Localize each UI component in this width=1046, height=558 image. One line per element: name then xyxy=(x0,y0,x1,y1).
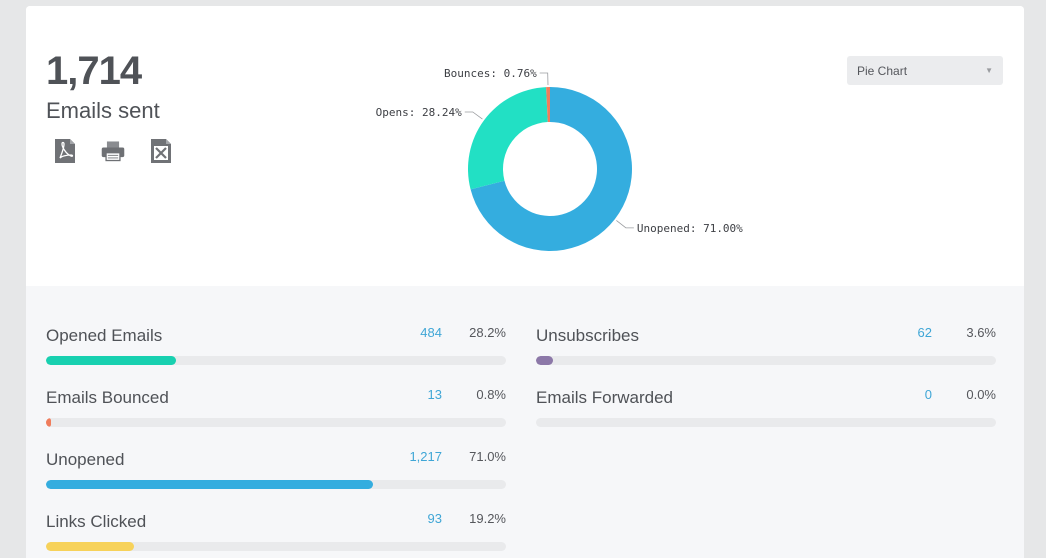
print-icon[interactable] xyxy=(100,138,126,164)
progress-fill xyxy=(46,356,176,365)
stat-count-link[interactable]: 484 xyxy=(420,325,442,340)
progress-fill xyxy=(536,356,553,365)
stats-panel: Opened Emails 484 28.2% Emails Bounced 1… xyxy=(26,286,1024,558)
stat-count-link[interactable]: 62 xyxy=(917,325,932,340)
slice-bounces[interactable] xyxy=(546,87,550,123)
stat-percent: 0.8% xyxy=(476,387,506,402)
pie-chart: Unopened: 71.00% Opens: 28.24% Bounces: 0.… xyxy=(376,67,743,251)
progress-track xyxy=(46,418,506,427)
stat-name: Emails Bounced xyxy=(46,388,169,407)
slice-label: Opens: 28.24% xyxy=(376,106,462,119)
stat-name: Unopened xyxy=(46,450,125,469)
progress-track xyxy=(46,356,506,365)
progress-track xyxy=(46,480,506,489)
stat-count-link[interactable]: 93 xyxy=(427,511,442,526)
stat-name: Unsubscribes xyxy=(536,326,639,345)
stat-links-clicked: Links Clicked 93 19.2% xyxy=(46,500,506,551)
slice-label: Bounces: 0.76% xyxy=(444,67,537,80)
chart-type-value: Pie Chart xyxy=(857,63,908,78)
progress-track xyxy=(46,542,506,551)
stat-name: Opened Emails xyxy=(46,326,163,345)
summary-panel: 1,714 Emails sent xyxy=(26,6,1024,286)
stat-opened-emails: Opened Emails 484 28.2% xyxy=(46,314,506,365)
stat-emails-forwarded: Emails Forwarded 0 0.0% xyxy=(536,376,996,427)
excel-icon[interactable] xyxy=(148,138,174,164)
export-icons xyxy=(52,138,174,164)
stat-count-link[interactable]: 0 xyxy=(924,387,932,402)
slice-opens[interactable] xyxy=(468,87,548,190)
stat-emails-bounced: Emails Bounced 13 0.8% xyxy=(46,376,506,427)
stat-percent: 71.0% xyxy=(469,449,506,464)
progress-track xyxy=(536,356,996,365)
progress-fill xyxy=(46,480,373,489)
stat-unopened: Unopened 1,217 71.0% xyxy=(46,438,506,489)
emails-sent-label: Emails sent xyxy=(46,98,160,123)
leader-line xyxy=(539,72,549,86)
pdf-icon[interactable] xyxy=(52,138,78,164)
slice-label: Unopened: 71.00% xyxy=(637,222,743,235)
progress-fill xyxy=(46,418,51,427)
stat-percent: 0.0% xyxy=(966,387,996,402)
stat-percent: 3.6% xyxy=(966,325,996,340)
stat-unsubscribes: Unsubscribes 62 3.6% xyxy=(536,314,996,365)
leader-line xyxy=(616,220,634,229)
slice-unopened[interactable] xyxy=(470,87,632,251)
stat-percent: 28.2% xyxy=(469,325,506,340)
stat-count-link[interactable]: 13 xyxy=(427,387,442,402)
stat-count-link[interactable]: 1,217 xyxy=(409,449,442,464)
emails-sent-count: 1,714 xyxy=(46,49,142,93)
progress-fill xyxy=(46,542,135,551)
stat-name: Links Clicked xyxy=(46,512,147,531)
stat-name: Emails Forwarded xyxy=(536,388,673,407)
stat-percent: 19.2% xyxy=(469,511,506,526)
chart-type-select[interactable]: Pie Chart ▼ xyxy=(847,56,1003,85)
leader-line xyxy=(464,111,483,120)
progress-track xyxy=(536,418,996,427)
report-card: 1,714 Emails sent xyxy=(26,6,1024,558)
chevron-down-icon: ▼ xyxy=(985,66,993,75)
